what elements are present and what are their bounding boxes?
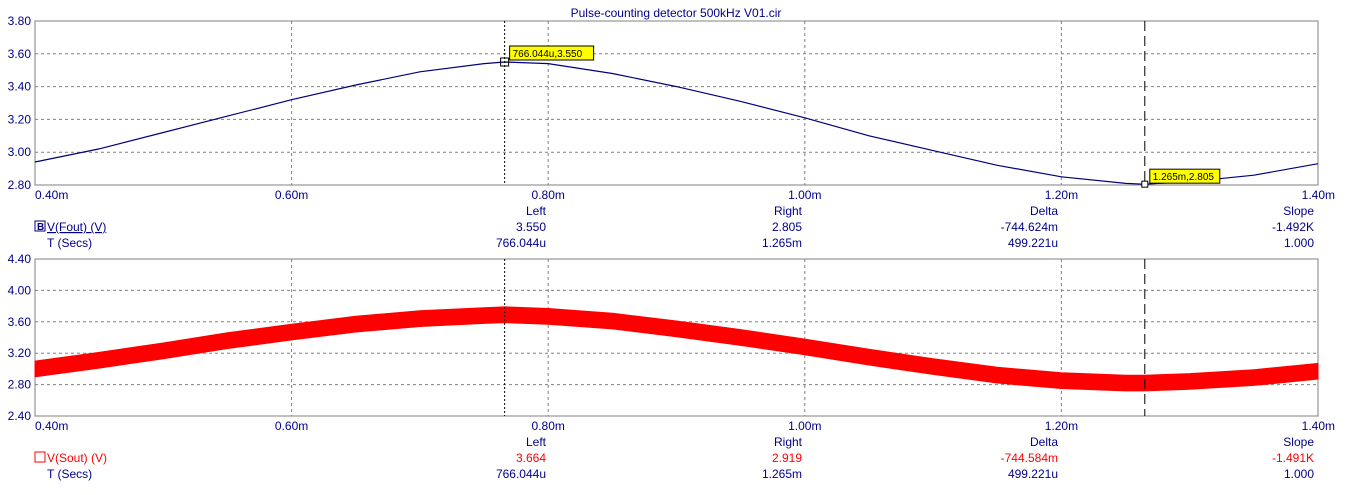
y-tick-label: 2.80 [8,178,32,192]
readout-value: 3.664 [516,451,546,465]
series-toggle-icon [34,220,46,232]
y-tick-label: 3.00 [8,145,32,159]
time-label: T (Secs) [47,467,92,481]
x-tick-label: 0.40m [35,419,68,433]
y-tick-label: 4.40 [8,252,32,266]
readout-value: 766.044u [496,236,546,250]
readout-header: Left [526,204,547,218]
x-tick-label: 0.40m [35,188,68,202]
right-cursor-label: 1.265m,2.805 [1153,172,1215,183]
readout-value: -1.492K [1272,220,1314,234]
chart-title: Pulse-counting detector 500kHz V01.cir [571,6,782,20]
right-cursor-label-box [1149,168,1221,184]
readout-value: 2.805 [772,220,802,234]
readout-header: Delta [1030,435,1058,449]
y-tick-label: 3.80 [8,14,32,28]
plot-sout[interactable]: 4.40 4.00 3.60 3.20 2.80 2.400.40m 0.60m 0.80m 1… [8,252,1335,433]
y-tick-label: 3.60 [8,47,32,61]
left-cursor-label: 766.044u,3.550 [513,49,583,60]
readout-value: 499.221u [1008,236,1058,250]
readout-value: 499.221u [1008,467,1058,481]
y-tick-label: 2.80 [8,378,32,392]
readout-header: Left [526,435,547,449]
series-toggle-icon [34,451,46,463]
x-tick-label: 0.60m [275,419,308,433]
y-tick-label: 2.40 [8,409,32,423]
readout-value: 3.550 [516,220,546,234]
readout-header: Slope [1283,204,1314,218]
readout-value: 1.265m [762,467,802,481]
left-cursor-label-box [509,45,595,61]
x-tick-label: 1.20m [1045,188,1078,202]
y-tick-label: 3.60 [8,315,32,329]
left-cursor-marker [500,57,510,67]
readout-value: -1.491K [1272,451,1314,465]
readout-value: -744.584m [1001,451,1058,465]
y-tick-label: 3.20 [8,112,32,126]
right-cursor-marker [1141,180,1149,188]
series-label: V(Fout) (V) [47,220,106,234]
x-tick-label: 0.80m [532,419,565,433]
readout-value: 1.000 [1284,467,1314,481]
readout-header: Delta [1030,204,1058,218]
readout-value: -744.624m [1001,220,1058,234]
readout-header: Right [774,204,803,218]
y-tick-label: 3.20 [8,346,32,360]
y-tick-label: 4.00 [8,283,32,297]
plot-fout[interactable]: 3.80 3.60 3.40 3.20 3.00 2.800.40m 0.60m 0.80m 1… [8,14,1335,202]
y-tick-label: 3.40 [8,80,32,94]
trace-fout [34,61,1319,185]
x-tick-label: 1.20m [1045,419,1078,433]
x-tick-label: 0.80m [532,188,565,202]
series-toggle-glyph: B [37,222,44,233]
x-tick-label: 1.00m [788,419,821,433]
trace-sout [34,306,1319,392]
series-label: V(Sout) (V) [47,451,107,465]
x-tick-label: 0.60m [275,188,308,202]
x-tick-label: 1.40m [1302,188,1335,202]
readout-value: 766.044u [496,467,546,481]
readout-fout: Left Right Delta Slope B V(Fout) (V) 3.550 2.80… [34,204,1314,250]
readout-sout: Left Right Delta Slope V(Sout) (V) 3.664 2.919… [34,435,1314,481]
x-tick-label: 1.00m [788,188,821,202]
plot-frame [34,20,1319,186]
x-tick-label: 1.40m [1302,419,1335,433]
plot-frame [34,258,1319,417]
readout-value: 1.265m [762,236,802,250]
readout-header: Slope [1283,435,1314,449]
readout-value: 2.919 [772,451,802,465]
readout-header: Right [774,435,803,449]
readout-value: 1.000 [1284,236,1314,250]
time-label: T (Secs) [47,236,92,250]
